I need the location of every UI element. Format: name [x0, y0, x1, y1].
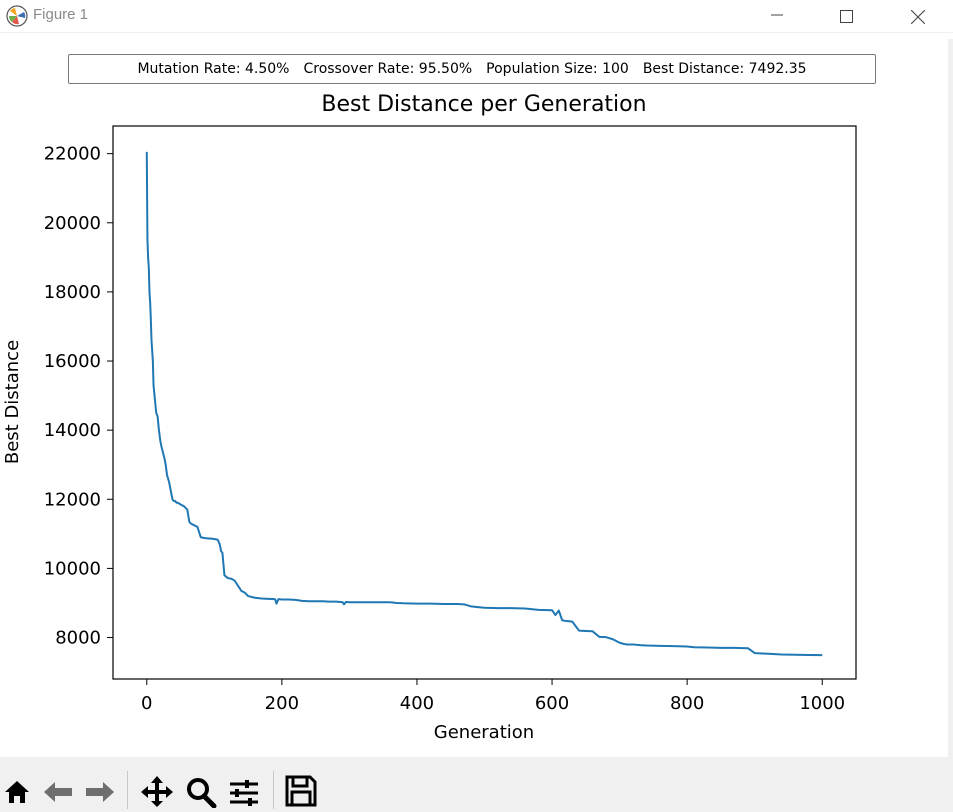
best-distance-line [145, 151, 823, 657]
pan-button[interactable] [140, 774, 174, 808]
zoom-icon [187, 778, 217, 808]
y-tick-label: 10000 [44, 558, 101, 579]
configure-subplots-button[interactable] [227, 774, 261, 808]
close-button[interactable] [894, 0, 940, 32]
toolbar-separator [273, 771, 274, 809]
y-tick-label: 22000 [44, 144, 101, 165]
y-tick-label: 20000 [44, 213, 101, 234]
close-icon [911, 10, 925, 24]
chart: Best Distance per Generation 0 200 400 600 8… [2, 92, 857, 743]
forward-button[interactable] [82, 774, 116, 808]
y-tick-label: 12000 [44, 489, 101, 510]
matplotlib-logo-icon [6, 5, 28, 27]
navigation-toolbar [0, 757, 953, 812]
y-tick-label: 18000 [44, 282, 101, 303]
maximize-icon [840, 10, 853, 23]
x-tick-label: 800 [670, 693, 704, 714]
plot-frame [112, 125, 857, 680]
maximize-button[interactable] [823, 0, 869, 32]
y-axis-label: Best Distance [2, 340, 23, 464]
home-icon [5, 781, 29, 803]
axis-ticks: 0 200 400 600 800 1000 8000 10000 12000 14000 1600… [44, 144, 845, 714]
parameters-info-box: Mutation Rate: 4.50% Crossover Rate: 95.… [68, 54, 876, 84]
back-icon [44, 782, 72, 802]
forward-icon [86, 782, 114, 802]
pan-icon [141, 776, 173, 807]
x-tick-label: 0 [141, 693, 152, 714]
x-tick-label: 600 [535, 693, 569, 714]
best-distance-text: Best Distance: 7492.35 [642, 61, 807, 77]
y-tick-label: 16000 [44, 351, 101, 372]
save-button[interactable] [284, 774, 318, 808]
population-size-text: Population Size: 100 [486, 61, 629, 77]
window-titlebar: Figure 1 [0, 0, 953, 33]
window-title: Figure 1 [33, 6, 89, 23]
crossover-rate-text: Crossover Rate: 95.50% [303, 61, 473, 77]
x-tick-label: 200 [265, 693, 299, 714]
zoom-button[interactable] [184, 774, 218, 808]
y-tick-label: 8000 [55, 628, 101, 649]
minimize-icon [771, 14, 783, 16]
back-button[interactable] [42, 774, 76, 808]
home-button[interactable] [2, 774, 36, 808]
chart-title: Best Distance per Generation [321, 92, 646, 117]
configure-subplots-icon [230, 780, 258, 806]
window-edge [948, 39, 953, 757]
mutation-rate-text: Mutation Rate: 4.50% [137, 61, 290, 77]
minimize-button[interactable] [754, 0, 800, 32]
y-tick-label: 14000 [44, 420, 101, 441]
save-icon [285, 775, 317, 807]
x-tick-label: 400 [400, 693, 434, 714]
figure-canvas [0, 39, 948, 757]
x-axis-label: Generation [434, 722, 534, 743]
x-tick-label: 1000 [799, 693, 845, 714]
toolbar-separator [127, 771, 128, 809]
